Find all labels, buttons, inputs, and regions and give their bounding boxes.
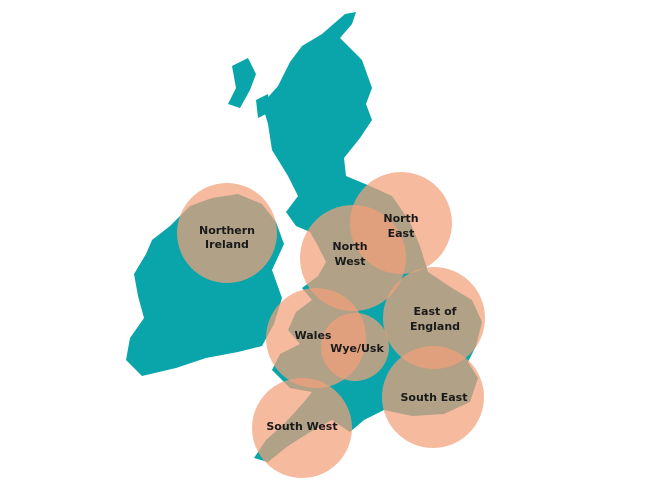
label-east-of-england: East of England — [410, 305, 460, 333]
label-northern-ireland: Northern Ireland — [199, 224, 255, 251]
region-circles — [177, 172, 485, 478]
label-north-west: North West — [332, 240, 367, 268]
label-north-east: North East — [383, 212, 418, 240]
circle-wye-usk[interactable] — [321, 313, 389, 381]
label-wye-usk: Wye/Usk — [330, 342, 384, 355]
label-south-west: South West — [266, 420, 337, 433]
circle-northern-ireland[interactable] — [177, 183, 277, 283]
label-south-east: South East — [401, 391, 468, 404]
region-labels: Northern Ireland North West North East East… — [199, 212, 467, 433]
circle-south-west[interactable] — [252, 378, 352, 478]
circle-south-east[interactable] — [382, 346, 484, 448]
label-wales: Wales — [295, 329, 332, 342]
hebrides — [228, 58, 270, 118]
circle-east-of-england[interactable] — [383, 267, 485, 369]
circle-north-east[interactable] — [350, 172, 452, 274]
